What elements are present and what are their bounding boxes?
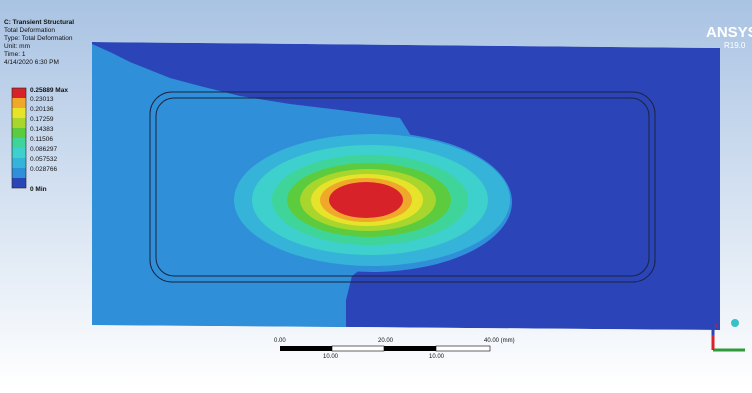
- legend-swatch: [12, 118, 26, 128]
- legend-label: 0 Min: [30, 186, 47, 193]
- legend-swatch: [12, 108, 26, 118]
- contour-max: [329, 182, 403, 218]
- legend-swatch: [12, 168, 26, 178]
- legend-swatch: [12, 88, 26, 98]
- scale-segment: [436, 346, 490, 351]
- legend-label: 0.25889 Max: [30, 87, 68, 94]
- legend-swatch: [12, 158, 26, 168]
- logo-name: ANSYS: [706, 24, 752, 41]
- title: C: Transient Structural: [4, 19, 74, 26]
- legend-label: 0.14383: [30, 126, 54, 133]
- logo-version: R19.0: [724, 41, 746, 50]
- header-line: Total Deformation: [4, 27, 55, 34]
- legend-label: 0.11506: [30, 136, 53, 143]
- legend-swatch: [12, 148, 26, 158]
- triad-ball: [731, 319, 739, 327]
- legend-swatch: [12, 98, 26, 108]
- legend-label: 0.057532: [30, 156, 57, 163]
- legend-swatch: [12, 128, 26, 138]
- scale-label: 40.00 (mm): [484, 338, 515, 344]
- scale-label: 10.00: [323, 354, 339, 360]
- header-line: 4/14/2020 6:30 PM: [4, 59, 59, 66]
- model: [92, 42, 720, 330]
- legend-label: 0.20136: [30, 106, 54, 113]
- legend-label: 0.23013: [30, 96, 54, 103]
- scale-label: 20.00: [378, 338, 394, 344]
- header-line: Type: Total Deformation: [4, 35, 73, 42]
- scale-segment: [280, 346, 332, 351]
- legend-label: 0.028766: [30, 166, 57, 173]
- x-label: X: [714, 324, 718, 330]
- scale-label: 0.00: [274, 338, 286, 344]
- legend-swatch: [12, 178, 26, 188]
- z-label: Z: [709, 298, 713, 304]
- header-line: Unit: mm: [4, 43, 30, 50]
- scale-segment: [384, 346, 436, 351]
- viewport: C: Transient Structural Total Deformatio…: [0, 0, 752, 388]
- header-line: Time: 1: [4, 51, 26, 58]
- legend-label: 0.17259: [30, 116, 54, 123]
- legend-swatch: [12, 138, 26, 148]
- legend-label: 0.086297: [30, 146, 57, 153]
- scale-segment: [332, 346, 384, 351]
- scale-label: 10.00: [429, 354, 445, 360]
